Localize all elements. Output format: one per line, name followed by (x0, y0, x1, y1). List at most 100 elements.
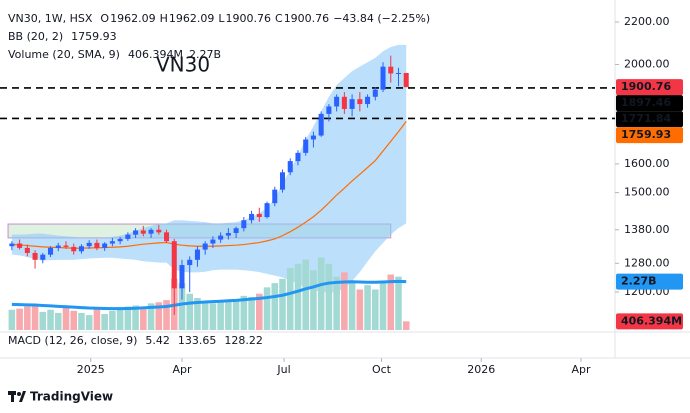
candle-body (287, 161, 293, 173)
legend-text: 1759.93 (71, 30, 117, 43)
candle-body (225, 233, 231, 236)
candle-body (318, 113, 324, 136)
candle-body (17, 243, 23, 248)
candle-body (210, 239, 216, 244)
y-tick-label: 2000.00 (624, 57, 670, 70)
volume-bar (101, 314, 108, 330)
candle-body (24, 247, 30, 253)
volume-bar (387, 274, 395, 330)
candle-body (32, 252, 38, 260)
legend-text: 1900.76 (226, 12, 272, 25)
volume-bar (78, 312, 85, 330)
price-tag-label: 1759.93 (621, 128, 671, 141)
candle-body (164, 232, 170, 242)
volume-bar (147, 303, 155, 330)
legend-text: MACD (12, 26, close, 9) (8, 334, 137, 347)
x-tick-label: 2025 (77, 363, 105, 376)
volume-bar (124, 306, 132, 330)
plot-area (0, 44, 615, 330)
price-tag (616, 127, 683, 144)
candle-body (372, 89, 378, 97)
x-tick-label: 2026 (467, 363, 495, 376)
candle-body (403, 72, 409, 88)
price-tag-label: 1771.84 (621, 112, 671, 125)
candle-body (249, 213, 255, 221)
y-tick-label: 2200.00 (624, 15, 670, 28)
volume-bar (302, 259, 309, 330)
candle-body (233, 228, 239, 234)
volume-sma-line (11, 279, 407, 311)
volume-bar (194, 298, 201, 330)
volume-bar (116, 309, 124, 330)
volume-bar (310, 270, 317, 330)
candle-body (187, 259, 193, 266)
volume-bar (240, 295, 248, 330)
volume-bar (140, 308, 147, 330)
candle-body (365, 96, 371, 105)
volume-bar (201, 302, 209, 330)
logo-mark (17, 392, 21, 396)
y-tick-label: 1500.00 (624, 186, 670, 199)
candle-body (303, 139, 309, 153)
legend-text: VN30, 1W, HSX (8, 12, 93, 25)
price-tag-label: 1897.46 (621, 96, 671, 109)
candle-body (156, 229, 162, 233)
volume-bar (294, 263, 302, 330)
volume-bar (333, 276, 340, 330)
candle-body (241, 220, 247, 229)
legend-text: 128.22 (224, 334, 263, 347)
volume-bar (271, 283, 279, 330)
legend-text: BB (20, 2) (8, 30, 63, 43)
candle-body (179, 265, 185, 289)
price-tag-label: 1900.76 (621, 80, 671, 93)
volume-bar (62, 307, 70, 330)
bb-basis-line (11, 121, 407, 249)
candle-body (109, 241, 115, 244)
legend-text: H (160, 12, 168, 25)
volume-bar (16, 308, 23, 330)
legend-text: O (100, 12, 109, 25)
candle-body (357, 99, 363, 105)
price-tag (616, 313, 683, 330)
candle-body (341, 96, 347, 109)
price-tag-label: 406.394M (621, 314, 682, 327)
candle-body (218, 235, 224, 240)
x-tick-label: Apr (571, 363, 591, 376)
legend-text: 133.65 (178, 334, 217, 347)
candle-body (40, 254, 46, 260)
volume-bar (402, 321, 410, 330)
x-tick-label: Jul (276, 363, 290, 376)
candle-body (310, 135, 316, 140)
volume-bar (325, 263, 333, 330)
legend-text: 2.27B (189, 48, 221, 61)
candle-body (349, 99, 355, 109)
volume-bar (395, 276, 402, 330)
candle-body (256, 213, 262, 218)
candle-body (78, 246, 84, 252)
volume-bar (178, 283, 186, 330)
legend-text: −43.84 (−2.25%) (333, 12, 430, 25)
candle-body (295, 152, 301, 162)
volume-bar (317, 257, 325, 330)
candle-body (48, 247, 54, 255)
volume-bar (348, 280, 356, 330)
volume-bar (256, 293, 263, 330)
candle-body (380, 66, 386, 90)
logo-mark (11, 391, 14, 402)
candle-body (125, 234, 131, 239)
bb-fill (11, 44, 407, 293)
candle-body (140, 230, 146, 234)
volume-bar (263, 287, 271, 330)
candle-body (202, 243, 208, 250)
volume-bar (186, 293, 193, 330)
volume-bar (356, 289, 364, 330)
candle-body (194, 249, 200, 260)
candle-body (388, 66, 394, 74)
y-tick-label: 1600.00 (624, 157, 670, 170)
annotation: VN30 (156, 53, 210, 77)
candle-body (86, 242, 92, 247)
price-tag (616, 273, 683, 290)
price-tag (616, 79, 683, 96)
candle-body (9, 243, 15, 247)
candle-body (94, 242, 100, 248)
